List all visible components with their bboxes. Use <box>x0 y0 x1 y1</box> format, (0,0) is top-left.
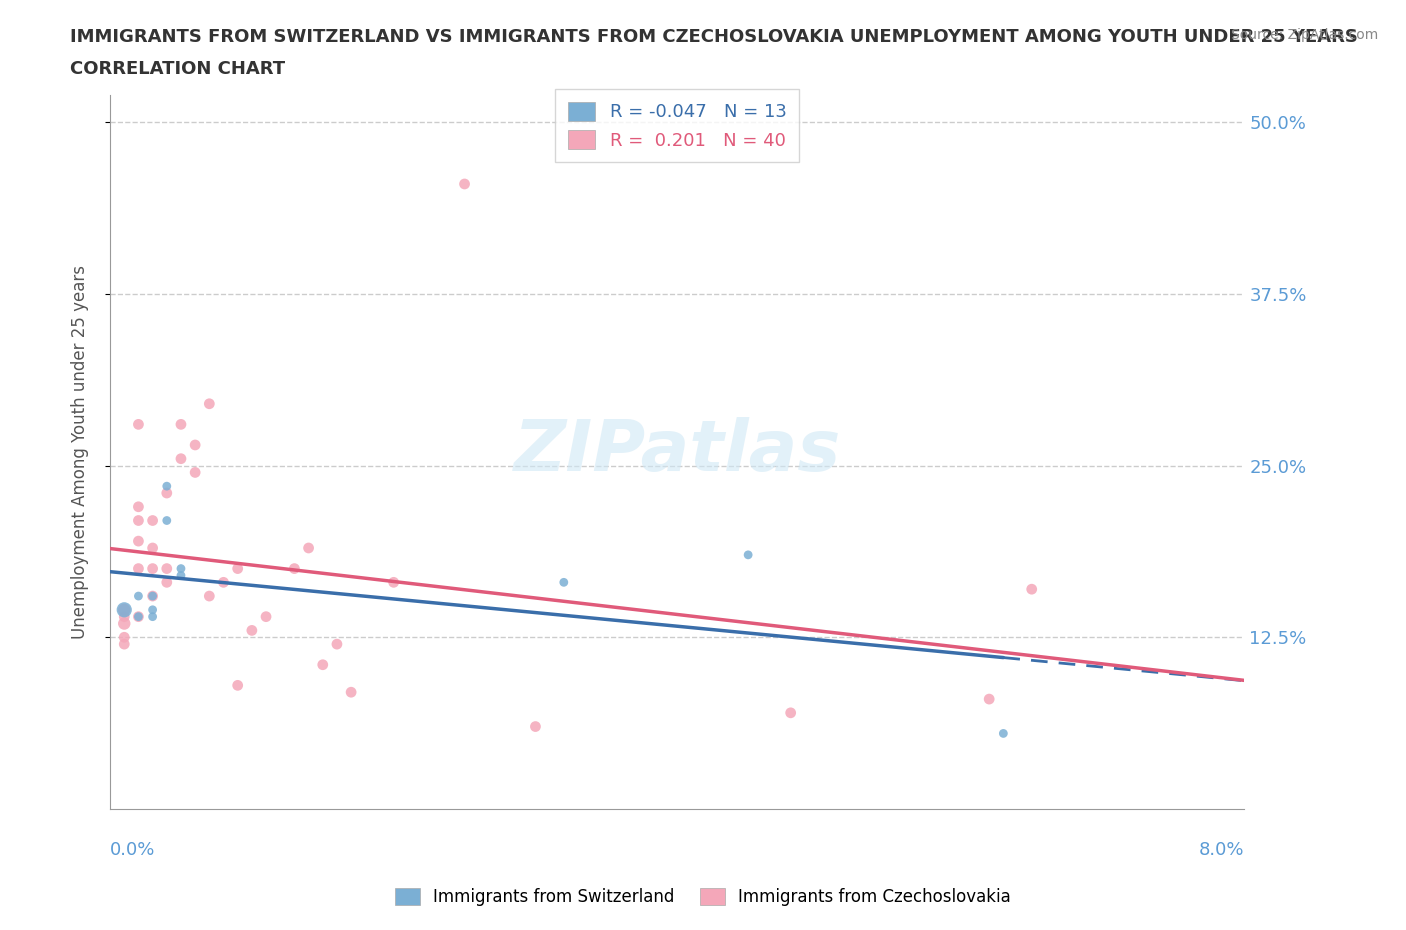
Point <box>170 451 193 466</box>
Point <box>297 540 319 555</box>
Point <box>112 616 135 631</box>
Point <box>127 499 149 514</box>
Point <box>979 692 1001 707</box>
Point <box>993 726 1015 741</box>
Point <box>156 513 179 528</box>
Text: ZIPatlas: ZIPatlas <box>513 418 841 486</box>
Text: CORRELATION CHART: CORRELATION CHART <box>70 60 285 78</box>
Point <box>142 589 165 604</box>
Legend: R = -0.047   N = 13, R =  0.201   N = 40: R = -0.047 N = 13, R = 0.201 N = 40 <box>555 89 799 163</box>
Y-axis label: Unemployment Among Youth under 25 years: Unemployment Among Youth under 25 years <box>72 265 89 639</box>
Point <box>142 513 165 528</box>
Point <box>112 603 135 618</box>
Point <box>226 561 249 576</box>
Point <box>1021 582 1043 597</box>
Point <box>779 705 801 720</box>
Point <box>142 589 165 604</box>
Point <box>127 589 149 604</box>
Point <box>737 548 759 563</box>
Text: IMMIGRANTS FROM SWITZERLAND VS IMMIGRANTS FROM CZECHOSLOVAKIA UNEMPLOYMENT AMONG: IMMIGRANTS FROM SWITZERLAND VS IMMIGRANT… <box>70 28 1358 46</box>
Point <box>142 540 165 555</box>
Point <box>212 575 235 590</box>
Point <box>127 513 149 528</box>
Point <box>127 609 149 624</box>
Point <box>240 623 263 638</box>
Point <box>382 575 405 590</box>
Point <box>127 561 149 576</box>
Point <box>184 465 207 480</box>
Point <box>142 561 165 576</box>
Point <box>127 609 149 624</box>
Text: Source: ZipAtlas.com: Source: ZipAtlas.com <box>1230 28 1378 42</box>
Text: 0.0%: 0.0% <box>110 841 156 859</box>
Point <box>156 479 179 494</box>
Point <box>283 561 305 576</box>
Point <box>340 684 363 699</box>
Point <box>112 637 135 652</box>
Point <box>142 609 165 624</box>
Point <box>170 561 193 576</box>
Point <box>142 603 165 618</box>
Point <box>156 485 179 500</box>
Point <box>127 417 149 432</box>
Point <box>312 658 335 672</box>
Point <box>254 609 277 624</box>
Legend: Immigrants from Switzerland, Immigrants from Czechoslovakia: Immigrants from Switzerland, Immigrants … <box>388 881 1018 912</box>
Point <box>184 437 207 452</box>
Point <box>453 177 475 192</box>
Point <box>127 534 149 549</box>
Point <box>112 630 135 644</box>
Point <box>553 575 575 590</box>
Point <box>198 589 221 604</box>
Point <box>112 603 135 618</box>
Point <box>170 417 193 432</box>
Point <box>226 678 249 693</box>
Point <box>198 396 221 411</box>
Point <box>170 568 193 583</box>
Point <box>524 719 547 734</box>
Point <box>156 575 179 590</box>
Point <box>112 609 135 624</box>
Text: 8.0%: 8.0% <box>1199 841 1244 859</box>
Point <box>326 637 349 652</box>
Point <box>156 561 179 576</box>
